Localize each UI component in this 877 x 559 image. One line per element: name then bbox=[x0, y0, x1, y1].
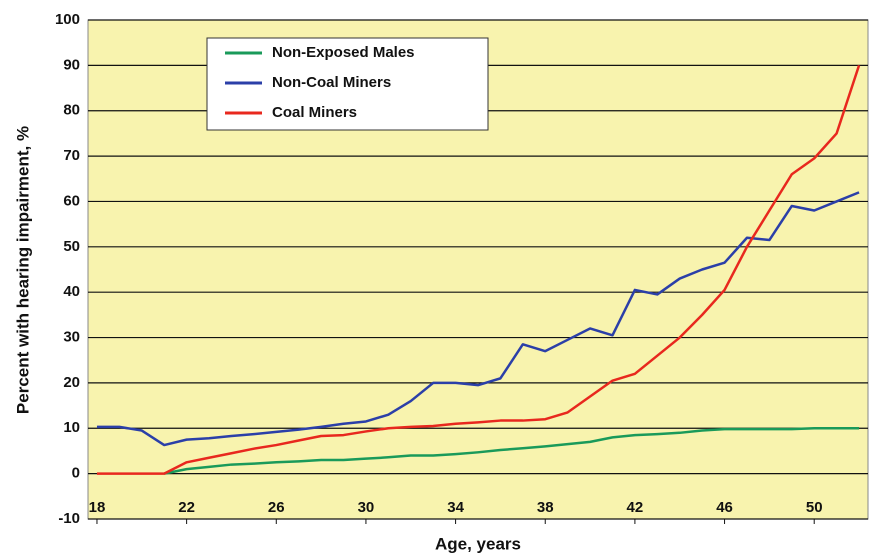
line-series bbox=[96, 191, 860, 447]
y-axis-label: Percent with hearing impairment, % bbox=[13, 126, 32, 414]
legend-label: Non-Exposed Males bbox=[272, 44, 415, 61]
y-tick-label: 100 bbox=[55, 11, 80, 28]
x-tick-label: 26 bbox=[268, 499, 285, 516]
x-tick-label: 38 bbox=[537, 499, 554, 516]
y-tick-label: 30 bbox=[63, 329, 80, 346]
y-tick-label: 60 bbox=[63, 192, 80, 209]
x-tick-label: 22 bbox=[178, 499, 195, 516]
legend-label: Coal Miners bbox=[272, 104, 357, 121]
legend-label: Non-Coal Miners bbox=[272, 74, 391, 91]
y-tick-label: 50 bbox=[63, 238, 80, 255]
x-tick-label: 30 bbox=[358, 499, 375, 516]
y-tick-label: 20 bbox=[63, 374, 80, 391]
y-tick-label: -10 bbox=[58, 510, 80, 527]
x-tick-label: 34 bbox=[447, 499, 464, 516]
x-tick-label: 42 bbox=[627, 499, 644, 516]
x-axis-label: Age, years bbox=[435, 534, 521, 553]
y-tick-label: 90 bbox=[63, 56, 80, 73]
line-series bbox=[96, 64, 861, 475]
y-tick-label: 0 bbox=[72, 465, 80, 482]
x-tick-label: 18 bbox=[89, 499, 106, 516]
y-tick-label: 10 bbox=[63, 419, 80, 436]
x-tick-label: 50 bbox=[806, 499, 823, 516]
x-tick-label: 46 bbox=[716, 499, 733, 516]
y-tick-label: 70 bbox=[63, 147, 80, 164]
y-tick-label: 40 bbox=[63, 283, 80, 300]
line-series bbox=[163, 427, 860, 475]
y-tick-label: 80 bbox=[63, 102, 80, 119]
